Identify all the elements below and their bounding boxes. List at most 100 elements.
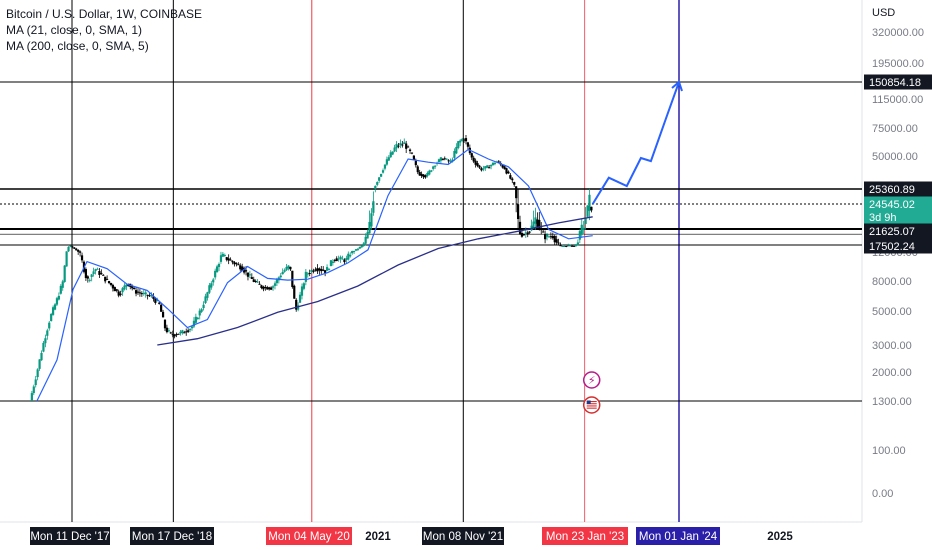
price-tag-label[interactable]: 17502.24 (869, 241, 915, 253)
candle-body (555, 239, 558, 243)
candle-body (134, 290, 138, 294)
candle-body (513, 182, 516, 185)
candle-body (322, 269, 325, 271)
candle-body (470, 153, 473, 158)
candle-body (501, 164, 504, 168)
price-tick-label: 1300.00 (872, 396, 912, 408)
candle-body (51, 307, 55, 315)
candle-body (542, 231, 545, 233)
candle-body (231, 260, 234, 263)
candle-body (237, 264, 240, 266)
candle-body (215, 266, 219, 273)
candle-body (522, 234, 525, 236)
time-axis-label[interactable]: Mon 08 Nov '21 (423, 531, 503, 543)
candle-body (547, 236, 551, 238)
candle-body (420, 173, 423, 176)
candle-body (532, 221, 535, 229)
candle-body (273, 283, 277, 286)
candle-body (379, 173, 383, 177)
candle-body (77, 250, 80, 252)
candle-body (241, 266, 244, 271)
projection-path[interactable] (591, 81, 680, 205)
time-axis-label[interactable]: Mon 17 Dec '18 (132, 531, 212, 543)
price-tag-label[interactable]: 150854.18 (869, 77, 921, 89)
price-tag-label[interactable]: 3d 9h (869, 212, 897, 224)
candle-body (339, 256, 342, 259)
price-tag-label[interactable]: 25360.89 (869, 184, 915, 196)
candle-body (246, 272, 250, 277)
ma-21-line[interactable] (36, 148, 593, 402)
candle-body (158, 302, 161, 304)
candle-body (352, 251, 356, 253)
candle-body (113, 287, 116, 292)
candle-body (430, 170, 433, 172)
candle-body (518, 221, 522, 234)
price-tag-label[interactable]: 24545.02 (869, 199, 915, 211)
candle-body (212, 279, 215, 283)
candle-body (590, 206, 593, 211)
candle-body (104, 276, 107, 282)
time-axis-label[interactable]: Mon 23 Jan '23 (546, 531, 624, 543)
flag-stripe (586, 407, 597, 409)
candle-body (117, 291, 120, 296)
candle-body (378, 177, 381, 181)
candle-body (407, 146, 410, 148)
candle-body (219, 255, 223, 262)
candle-body (462, 139, 466, 141)
candle-body (466, 142, 470, 147)
candle-body (401, 144, 404, 146)
candle-body (318, 268, 321, 271)
candle-body (341, 258, 344, 260)
candle-body (314, 269, 317, 271)
price-tick-label: 2000.00 (872, 367, 912, 379)
legend-ma200[interactable]: MA (200, close, 0, SMA, 5) (6, 39, 149, 53)
time-axis-label[interactable]: Mon 11 Dec '17 (30, 531, 109, 543)
candle-body (123, 285, 126, 290)
time-axis-label[interactable]: Mon 01 Jan '24 (639, 531, 718, 543)
candle-body (165, 327, 169, 333)
candle-body (140, 293, 143, 295)
candle-body (179, 331, 182, 334)
candle-body (214, 270, 217, 278)
candle-body (53, 304, 57, 310)
candle-body (94, 269, 97, 272)
candle-body (434, 165, 437, 167)
candle-body (92, 271, 95, 275)
event-us-flag-icon[interactable] (582, 396, 601, 414)
candle-body (187, 330, 190, 332)
candle-body (136, 291, 140, 293)
candle-body (507, 171, 510, 174)
candle-body (235, 263, 238, 265)
candle-body (472, 157, 475, 162)
candle-body (389, 152, 392, 158)
candle-body (584, 218, 587, 224)
time-axis-label[interactable]: 2025 (767, 531, 793, 543)
candle-body (316, 268, 319, 272)
candle-body (61, 281, 64, 288)
candle-body (57, 295, 60, 300)
time-axis-label[interactable]: 2021 (365, 531, 391, 543)
candle-body (528, 231, 531, 233)
candle-body (156, 300, 159, 302)
candle-body (478, 165, 481, 168)
candle-body (131, 285, 134, 289)
candle-body (324, 270, 327, 273)
candle-body (40, 353, 43, 361)
candle-body (194, 316, 197, 323)
candle-body (171, 334, 174, 336)
candle-body (416, 166, 419, 173)
time-axis-label[interactable]: Mon 04 May '20 (268, 531, 349, 543)
price-tick-label: 5000.00 (872, 306, 912, 318)
flag-stripe (586, 405, 597, 407)
candle-body (84, 269, 87, 278)
price-tag-label[interactable]: 21625.07 (869, 226, 915, 238)
candle-body (586, 205, 589, 217)
ma-200-line[interactable] (157, 216, 593, 346)
legend-ma21[interactable]: MA (21, close, 0, SMA, 1) (6, 23, 143, 37)
candle-body (202, 304, 205, 309)
event-lightning-icon[interactable] (582, 371, 601, 389)
candle-body (343, 259, 346, 263)
candle-body (44, 338, 47, 344)
candle-body (121, 288, 124, 293)
